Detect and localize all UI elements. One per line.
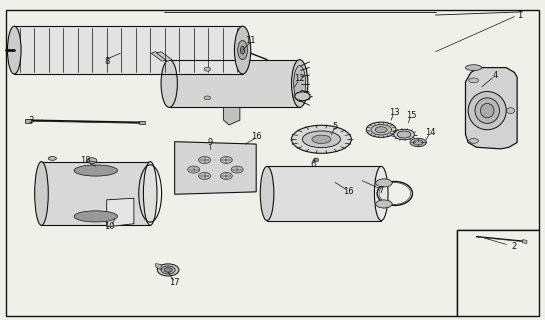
Text: 4: 4	[493, 71, 498, 80]
Ellipse shape	[292, 60, 308, 108]
Ellipse shape	[143, 162, 157, 225]
Ellipse shape	[8, 26, 21, 74]
Ellipse shape	[294, 66, 306, 101]
Ellipse shape	[410, 138, 426, 147]
Text: 7: 7	[379, 186, 384, 195]
Ellipse shape	[198, 172, 210, 180]
Text: 1: 1	[517, 11, 523, 20]
Text: 2: 2	[512, 242, 517, 251]
Ellipse shape	[465, 65, 482, 70]
Ellipse shape	[376, 179, 392, 187]
Ellipse shape	[312, 135, 331, 143]
Ellipse shape	[35, 162, 49, 225]
Text: 18: 18	[80, 156, 90, 164]
Ellipse shape	[469, 139, 479, 143]
Ellipse shape	[158, 264, 179, 276]
Polygon shape	[6, 10, 539, 316]
Ellipse shape	[468, 92, 506, 130]
Text: 8: 8	[104, 57, 110, 66]
Polygon shape	[465, 68, 517, 149]
Ellipse shape	[397, 131, 411, 138]
Ellipse shape	[238, 41, 247, 60]
Ellipse shape	[481, 103, 494, 118]
Ellipse shape	[74, 211, 118, 222]
Polygon shape	[174, 142, 256, 194]
Ellipse shape	[393, 129, 414, 140]
Ellipse shape	[374, 166, 388, 220]
Polygon shape	[25, 119, 31, 123]
Ellipse shape	[506, 108, 514, 114]
Ellipse shape	[220, 172, 232, 180]
Polygon shape	[169, 60, 300, 108]
Ellipse shape	[198, 156, 210, 164]
Polygon shape	[41, 162, 150, 225]
Ellipse shape	[164, 268, 172, 272]
Polygon shape	[523, 240, 527, 244]
Polygon shape	[152, 52, 166, 61]
Text: 13: 13	[390, 108, 400, 117]
Polygon shape	[107, 198, 134, 227]
Ellipse shape	[87, 158, 97, 164]
Polygon shape	[267, 166, 381, 220]
Ellipse shape	[74, 165, 118, 176]
Text: 10: 10	[104, 222, 114, 231]
Polygon shape	[156, 264, 161, 270]
Ellipse shape	[49, 156, 57, 160]
Text: 16: 16	[343, 188, 354, 196]
Ellipse shape	[376, 200, 392, 208]
Text: 12: 12	[294, 74, 305, 83]
Ellipse shape	[234, 26, 251, 74]
Polygon shape	[457, 230, 539, 316]
Ellipse shape	[295, 92, 310, 101]
Text: 16: 16	[251, 132, 262, 140]
Text: 15: 15	[406, 111, 416, 120]
Ellipse shape	[413, 140, 423, 145]
Text: 6: 6	[311, 160, 316, 169]
Polygon shape	[140, 121, 145, 124]
Ellipse shape	[231, 166, 243, 173]
Ellipse shape	[371, 124, 391, 135]
Ellipse shape	[161, 266, 175, 274]
Ellipse shape	[376, 200, 392, 208]
Ellipse shape	[292, 125, 352, 153]
Ellipse shape	[475, 98, 499, 123]
Ellipse shape	[366, 122, 396, 137]
Text: 14: 14	[425, 128, 435, 137]
Ellipse shape	[240, 46, 245, 54]
Ellipse shape	[376, 127, 387, 133]
Polygon shape	[14, 26, 243, 74]
Text: 5: 5	[332, 122, 338, 131]
Ellipse shape	[204, 67, 210, 71]
Polygon shape	[223, 108, 240, 125]
Ellipse shape	[313, 158, 318, 162]
Text: 9: 9	[207, 138, 213, 147]
Text: 17: 17	[169, 278, 180, 287]
Text: 3: 3	[28, 116, 33, 125]
Ellipse shape	[204, 96, 210, 100]
Ellipse shape	[187, 166, 199, 173]
Ellipse shape	[469, 78, 479, 83]
Ellipse shape	[261, 166, 274, 220]
Text: 11: 11	[245, 36, 256, 45]
Ellipse shape	[376, 179, 392, 187]
Ellipse shape	[161, 60, 177, 108]
Ellipse shape	[220, 156, 232, 164]
Polygon shape	[157, 52, 172, 61]
Ellipse shape	[302, 131, 341, 148]
